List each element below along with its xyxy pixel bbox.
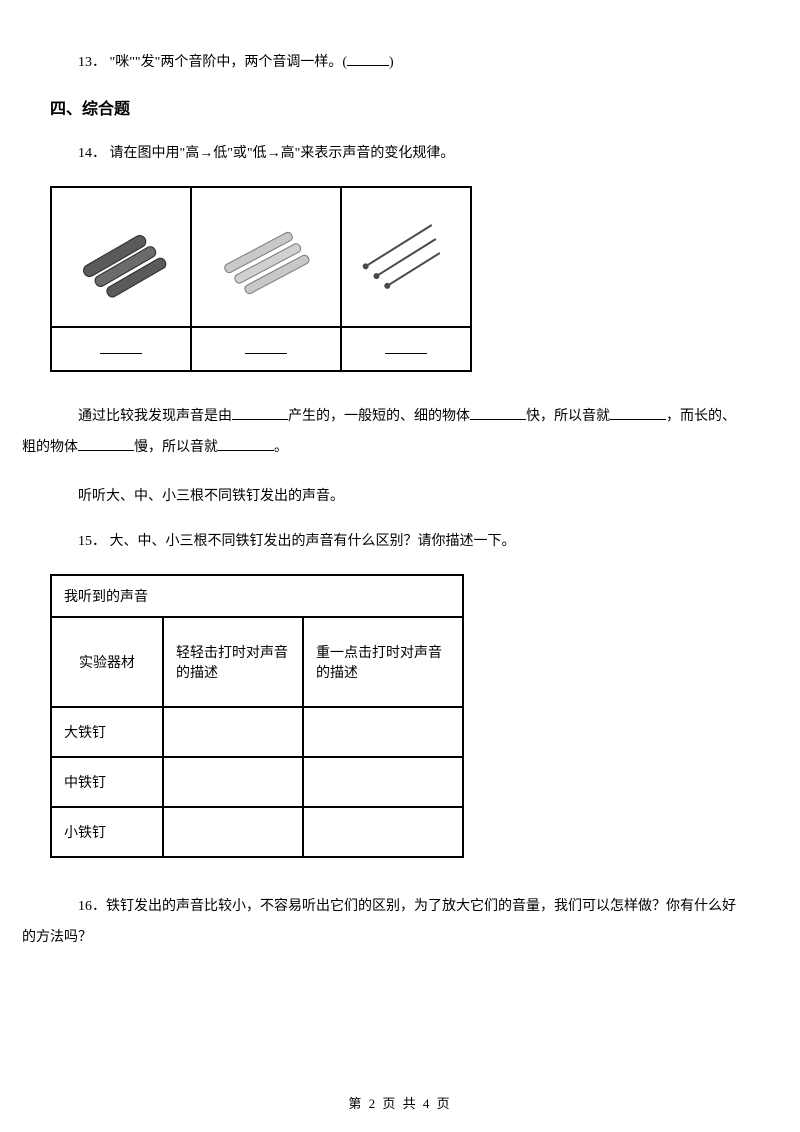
blank-b4[interactable] (78, 437, 134, 451)
q14-p1a: 通过比较我发现声音是由 (78, 409, 232, 424)
q14-number: 14． (78, 146, 106, 161)
image-comparison-table (50, 186, 472, 372)
img-cell-1 (51, 187, 191, 327)
answer-cell-2[interactable] (191, 327, 341, 371)
q15-number: 15． (78, 534, 106, 549)
q16-text-a: 铁钉发出的声音比较小，不容易听出它们的区别，为了放大它们的音量，我们可以怎样做？… (106, 899, 736, 914)
row1-col2[interactable] (163, 707, 303, 757)
col1-header: 实验器材 (51, 617, 163, 707)
q13-text-before: "咪""发"两个音阶中，两个音调一样。( (110, 55, 348, 70)
col2-header: 轻轻击打时对声音的描述 (163, 617, 303, 707)
row3-col2[interactable] (163, 807, 303, 857)
q14-p2c: 。 (274, 440, 288, 455)
blank-b2[interactable] (470, 406, 526, 420)
q13-text-after: ) (389, 55, 394, 70)
section-4-title: 四、综合题 (50, 95, 750, 119)
row2-col3[interactable] (303, 757, 463, 807)
q14-text: 请在图中用"高→低"或"低→高"来表示声音的变化规律。 (110, 146, 455, 161)
footer-d: 4 (423, 1096, 432, 1111)
q14-p2b: 慢，所以音就 (134, 440, 218, 455)
question-15: 15． 大、中、小三根不同铁钉发出的声音有什么区别？请你描述一下。 (50, 529, 750, 554)
question-16: 16．铁钉发出的声音比较小，不容易听出它们的区别，为了放大它们的音量，我们可以怎… (50, 892, 750, 954)
q15-text: 大、中、小三根不同铁钉发出的声音有什么区别？请你描述一下。 (110, 534, 516, 549)
q14-p2a: 粗的物体 (22, 440, 78, 455)
answer-blank-1[interactable] (100, 340, 142, 354)
q14-p1b: 产生的，一般短的、细的物体 (288, 409, 470, 424)
question-14: 14． 请在图中用"高→低"或"低→高"来表示声音的变化规律。 (50, 141, 750, 166)
blank-b1[interactable] (232, 406, 288, 420)
img-cell-3 (341, 187, 471, 327)
q13-blank[interactable] (347, 52, 389, 66)
pipes-thin-icon (201, 202, 331, 312)
table-header: 我听到的声音 (51, 575, 463, 617)
img-cell-2 (191, 187, 341, 327)
answer-cell-3[interactable] (341, 327, 471, 371)
footer-e: 页 (437, 1096, 452, 1111)
q14-p3: 听听大、中、小三根不同铁钉发出的声音。 (50, 484, 750, 509)
footer-a: 第 (348, 1096, 363, 1111)
answer-blank-2[interactable] (245, 340, 287, 354)
q16-text-b: 的方法吗？ (22, 930, 92, 945)
col3-header: 重一点击打时对声音的描述 (303, 617, 463, 707)
row1-col3[interactable] (303, 707, 463, 757)
question-13: 13． "咪""发"两个音阶中，两个音调一样。() (50, 50, 750, 75)
answer-cell-1[interactable] (51, 327, 191, 371)
q16-number: 16． (78, 899, 106, 914)
q14-p1d: ，而长的、 (666, 409, 736, 424)
blank-b5[interactable] (218, 437, 274, 451)
answer-blank-3[interactable] (385, 340, 427, 354)
row1-label: 大铁钉 (51, 707, 163, 757)
pipes-thick-icon (61, 202, 181, 312)
footer-c: 页 共 (382, 1096, 417, 1111)
page-footer: 第 2 页 共 4 页 (0, 1093, 800, 1112)
row3-label: 小铁钉 (51, 807, 163, 857)
q14-p1c: 快，所以音就 (526, 409, 610, 424)
footer-b: 2 (369, 1096, 378, 1111)
sound-description-table: 我听到的声音 实验器材 轻轻击打时对声音的描述 重一点击打时对声音的描述 大铁钉… (50, 574, 464, 858)
q13-number: 13． (78, 55, 106, 70)
blank-b3[interactable] (610, 406, 666, 420)
q14-body: 通过比较我发现声音是由产生的，一般短的、细的物体快，所以音就，而长的、 粗的物体… (50, 402, 750, 464)
nails-icon (349, 202, 464, 312)
row3-col3[interactable] (303, 807, 463, 857)
row2-col2[interactable] (163, 757, 303, 807)
row2-label: 中铁钉 (51, 757, 163, 807)
